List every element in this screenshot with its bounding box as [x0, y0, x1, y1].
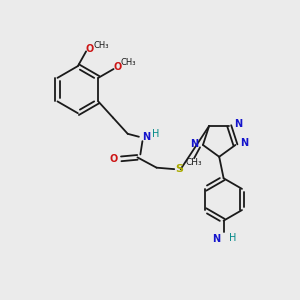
Text: N: N	[212, 234, 221, 244]
Text: CH₃: CH₃	[93, 41, 109, 50]
Text: H: H	[229, 233, 236, 243]
Text: O: O	[113, 62, 122, 72]
Text: H: H	[152, 129, 160, 140]
Text: N: N	[240, 139, 248, 148]
Text: N: N	[190, 140, 199, 149]
Text: S: S	[176, 164, 184, 174]
Text: CH₃: CH₃	[121, 58, 136, 67]
Text: CH₃: CH₃	[186, 158, 202, 167]
Text: O: O	[86, 44, 94, 54]
Text: N: N	[234, 119, 242, 129]
Text: N: N	[142, 132, 150, 142]
Text: O: O	[110, 154, 118, 164]
